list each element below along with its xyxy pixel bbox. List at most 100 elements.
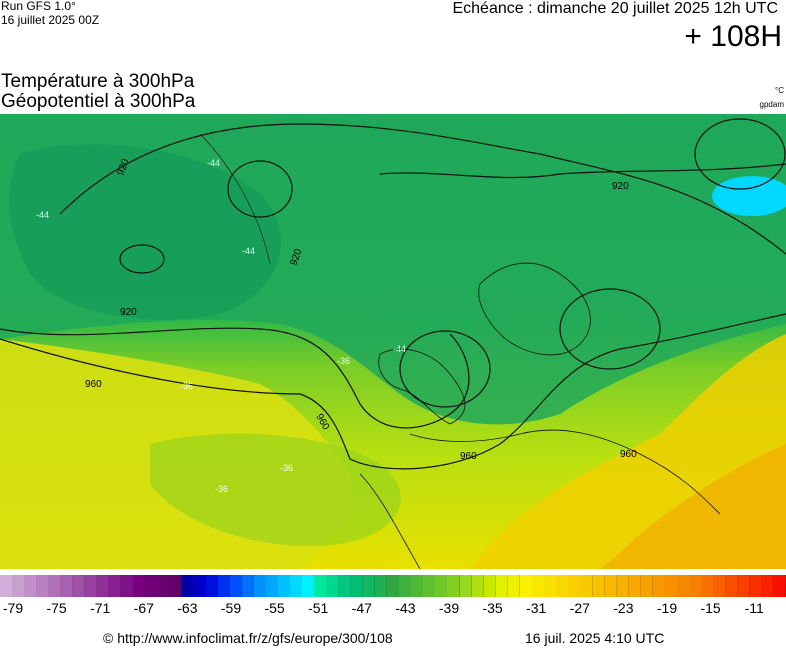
- geopotential-low: [399, 330, 491, 408]
- colorbar-swatch: [350, 575, 364, 597]
- colorbar-tick-label: -71: [90, 600, 111, 616]
- coastline: [409, 429, 721, 515]
- colorbar-tick-label: -67: [133, 600, 154, 616]
- temperature-label: -44: [207, 158, 220, 168]
- colorbar-swatch: [483, 575, 497, 597]
- coastline: [359, 473, 421, 569]
- unit-temperature: °C: [775, 86, 784, 95]
- contour-label: 960: [620, 449, 637, 460]
- title-geopotential: Géopotentiel à 300hPa: [1, 91, 196, 112]
- colorbar-swatch: [640, 575, 654, 597]
- geopotential-low: [227, 160, 293, 218]
- geopotential-contour: [0, 313, 786, 470]
- contour-label: 920: [120, 307, 137, 318]
- colorbar-swatch: [48, 575, 61, 597]
- lead-time: + 108H: [684, 20, 782, 53]
- colorbar-swatch: [60, 575, 74, 597]
- colorbar-swatch: [628, 575, 642, 597]
- colorbar-ticks: -79 -75 -71 -67 -63 -59 -55 -51 -47 -43 -39 -35 -31 -…: [0, 600, 786, 618]
- colorbar-swatch: [749, 575, 763, 597]
- colorbar-swatch: [133, 575, 146, 597]
- colorbar-swatch: [580, 575, 593, 597]
- coastline: [478, 262, 591, 356]
- contour-label: 920: [612, 181, 629, 192]
- colorbar-tick-label: -51: [308, 600, 329, 616]
- colorbar-swatch: [290, 575, 303, 597]
- unit-geopotential: gpdam: [759, 100, 784, 109]
- geopotential-low: [559, 288, 661, 370]
- colorbar-swatch: [278, 575, 291, 597]
- geopotential-contour: [59, 123, 786, 255]
- colorbar-swatch: [399, 575, 412, 597]
- colorbar-swatch: [604, 575, 618, 597]
- colorbar-tick-label: -55: [264, 600, 285, 616]
- colorbar-tick-label: -63: [177, 600, 198, 616]
- footer-url[interactable]: © http://www.infoclimat.fr/z/gfs/europe/…: [103, 630, 393, 646]
- temperature-label: -36: [215, 484, 228, 494]
- contour-label: 960: [460, 451, 477, 462]
- colorbar-swatch: [652, 575, 666, 597]
- colorbar-swatch: [362, 575, 376, 597]
- footer-timestamp: 16 juil. 2025 4:10 UTC: [525, 630, 665, 646]
- colorbar-swatch: [157, 575, 170, 597]
- colorbar-swatch: [761, 575, 775, 597]
- colorbar-swatch: [314, 575, 327, 597]
- geopotential-low: [119, 244, 165, 274]
- mid-band: [150, 433, 401, 546]
- colorbar-tick-label: -43: [395, 600, 416, 616]
- colorbar-swatch: [217, 575, 231, 597]
- colorbar-swatch: [737, 575, 751, 597]
- colorbar-swatch: [302, 575, 315, 597]
- colorbar-swatch: [169, 575, 182, 597]
- colorbar-swatch: [386, 575, 400, 597]
- temperature-label: -36: [280, 463, 293, 473]
- colorbar-swatch: [229, 575, 243, 597]
- colorbar-swatch: [108, 575, 122, 597]
- colder-region: [9, 144, 281, 320]
- colorbar-tick-label: -19: [656, 600, 678, 616]
- colorbar-swatch: [411, 575, 424, 597]
- colorbar-swatch: [423, 575, 436, 597]
- colorbar-swatch: [532, 575, 545, 597]
- colorbar-swatch: [145, 575, 158, 597]
- colorbar-swatch: [0, 575, 13, 597]
- colorbar-swatch: [338, 575, 352, 597]
- colorbar-swatch: [519, 575, 533, 597]
- title-temperature: Température à 300hPa: [1, 71, 195, 92]
- colorbar-swatch: [12, 575, 25, 597]
- colorbar-swatch: [84, 575, 98, 597]
- run-label: Run GFS 1.0°: [1, 0, 76, 13]
- geopotential-low: [694, 118, 786, 190]
- geopotential-contour: [379, 163, 786, 179]
- colorbar-swatch: [193, 575, 207, 597]
- colorbar-swatch: [616, 575, 630, 597]
- colorbar-tick-label: -27: [569, 600, 590, 616]
- colorbar-swatch: [326, 575, 340, 597]
- colorbar-swatch: [725, 575, 739, 597]
- colorbar-tick-label: -47: [351, 600, 372, 616]
- colorbar-swatch: [253, 575, 267, 597]
- colorbar-swatch: [507, 575, 521, 597]
- colorbar-swatch: [266, 575, 279, 597]
- colorbar-tick-label: -39: [438, 600, 460, 616]
- colorbar-swatch: [447, 575, 460, 597]
- colorbar-swatch: [568, 575, 581, 597]
- colorbar-swatch: [241, 575, 255, 597]
- colorbar-swatch: [120, 575, 134, 597]
- temperature-label: -44: [36, 210, 49, 220]
- colorbar: [0, 575, 786, 597]
- colorbar-swatch: [665, 575, 678, 597]
- colorbar-tick-label: -79: [2, 600, 24, 616]
- temperature-label: -44: [242, 246, 255, 256]
- colorbar-swatch: [24, 575, 37, 597]
- colorbar-swatch: [701, 575, 714, 597]
- colorbar-tick-label: -15: [700, 600, 721, 616]
- geopotential-contour: [0, 327, 470, 429]
- cold-spot: [712, 176, 786, 216]
- colorbar-tick-label: -23: [613, 600, 634, 616]
- weather-map: 920 920 920 920 960 960 960 960 -44 -44 …: [0, 114, 786, 569]
- warmest-region: [600, 444, 786, 569]
- colorbar-swatch: [205, 575, 219, 597]
- colorbar-swatch: [713, 575, 727, 597]
- colorbar-swatch: [374, 575, 388, 597]
